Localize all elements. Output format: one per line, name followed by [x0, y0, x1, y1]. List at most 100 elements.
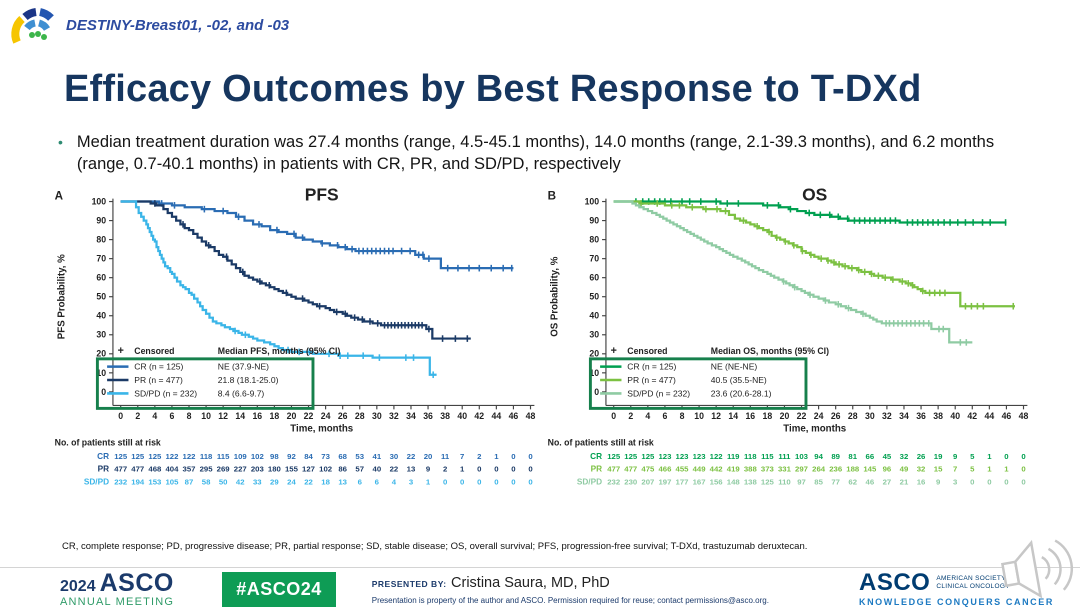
svg-text:SD/PD: SD/PD: [577, 478, 602, 487]
svg-text:20: 20: [589, 349, 599, 359]
bullet-text: Median treatment duration was 27.4 month…: [76, 133, 995, 173]
svg-text:9: 9: [426, 465, 431, 474]
svg-text:1: 1: [1004, 465, 1009, 474]
asco-tagline: KNOWLEDGE CONQUERS CANCER: [858, 597, 1054, 607]
svg-text:1: 1: [987, 452, 992, 461]
svg-text:449: 449: [693, 465, 707, 474]
svg-text:20: 20: [780, 411, 790, 421]
svg-text:PR (n = 477): PR (n = 477): [134, 375, 183, 385]
svg-text:0: 0: [477, 478, 481, 487]
svg-text:Censored: Censored: [627, 346, 667, 356]
svg-text:46: 46: [1002, 411, 1012, 421]
svg-text:24: 24: [814, 411, 824, 421]
svg-text:180: 180: [268, 465, 281, 474]
svg-text:0: 0: [594, 387, 599, 397]
svg-text:110: 110: [778, 478, 791, 487]
svg-text:227: 227: [234, 465, 247, 474]
svg-text:20: 20: [287, 411, 297, 421]
svg-text:No. of patients still at risk: No. of patients still at risk: [55, 437, 161, 447]
svg-text:10: 10: [589, 368, 599, 378]
svg-text:OS: OS: [802, 186, 827, 205]
svg-text:80: 80: [96, 235, 106, 245]
footer-divider: [0, 567, 1080, 568]
svg-text:48: 48: [1019, 411, 1029, 421]
svg-text:41: 41: [373, 452, 382, 461]
svg-text:477: 477: [114, 465, 127, 474]
svg-text:CR: CR: [97, 452, 109, 461]
svg-text:18: 18: [321, 478, 330, 487]
asco-society-lines: AMERICAN SOCIETY OF CLINICAL ONCOLOGY: [936, 574, 1018, 590]
asco-logo: ASCO AMERICAN SOCIETY OF CLINICAL ONCOLO…: [859, 571, 1054, 607]
svg-text:85: 85: [814, 478, 823, 487]
svg-text:102: 102: [319, 465, 332, 474]
svg-text:40: 40: [457, 411, 467, 421]
svg-text:CR (n = 125): CR (n = 125): [134, 362, 183, 372]
speaker-icon[interactable]: [990, 528, 1080, 608]
svg-text:1: 1: [426, 478, 431, 487]
svg-text:0: 0: [118, 411, 123, 421]
svg-text:19: 19: [934, 452, 943, 461]
svg-text:13: 13: [338, 478, 347, 487]
svg-text:+: +: [611, 345, 617, 357]
svg-text:36: 36: [423, 411, 433, 421]
svg-text:18: 18: [763, 411, 773, 421]
svg-text:1: 1: [460, 465, 465, 474]
svg-text:295: 295: [200, 465, 214, 474]
svg-text:125: 125: [624, 452, 638, 461]
svg-text:49: 49: [900, 465, 909, 474]
svg-text:18: 18: [270, 411, 280, 421]
svg-text:188: 188: [846, 465, 860, 474]
svg-text:2: 2: [477, 452, 481, 461]
svg-text:10: 10: [694, 411, 704, 421]
svg-text:6: 6: [662, 411, 667, 421]
svg-text:7: 7: [953, 465, 957, 474]
svg-text:NE (NE-NE): NE (NE-NE): [711, 362, 758, 372]
svg-text:122: 122: [710, 452, 723, 461]
abbreviations-footnote: CR, complete response; PD, progressive d…: [62, 541, 808, 552]
svg-text:0: 0: [611, 411, 616, 421]
svg-text:70: 70: [96, 254, 106, 264]
svg-text:SD/PD (n = 232): SD/PD (n = 232): [627, 388, 690, 398]
svg-text:68: 68: [338, 452, 347, 461]
svg-text:30: 30: [589, 330, 599, 340]
svg-text:122: 122: [165, 452, 178, 461]
svg-text:32: 32: [389, 411, 399, 421]
svg-text:70: 70: [589, 254, 599, 264]
svg-text:90: 90: [589, 215, 599, 225]
svg-text:97: 97: [797, 478, 806, 487]
svg-text:156: 156: [710, 478, 724, 487]
svg-text:0: 0: [528, 452, 532, 461]
svg-text:388: 388: [744, 465, 758, 474]
svg-text:125: 125: [761, 478, 775, 487]
svg-text:102: 102: [251, 452, 264, 461]
svg-text:477: 477: [131, 465, 144, 474]
svg-text:8: 8: [187, 411, 192, 421]
svg-text:21.8 (18.1-25.0): 21.8 (18.1-25.0): [218, 375, 279, 385]
svg-text:0: 0: [460, 478, 464, 487]
svg-text:92: 92: [287, 452, 296, 461]
svg-text:0: 0: [494, 478, 498, 487]
svg-text:46: 46: [509, 411, 519, 421]
svg-text:46: 46: [866, 478, 875, 487]
svg-text:0: 0: [1021, 465, 1025, 474]
svg-text:10: 10: [96, 368, 106, 378]
bullet-item: • Median treatment duration was 27.4 mon…: [58, 131, 1023, 175]
os-chart: B OS OS Probability, % 0 10 20 30 40 50 60 70 80 90 1…: [545, 186, 1032, 522]
svg-text:0: 0: [511, 478, 515, 487]
pfs-curve-cr: [120, 200, 514, 270]
svg-text:0: 0: [1004, 452, 1008, 461]
meeting-year: 2024: [60, 577, 96, 595]
svg-text:197: 197: [658, 478, 671, 487]
svg-text:16: 16: [252, 411, 262, 421]
asco-annual-meeting-logo: 2024 ASCO ANNUAL MEETING: [60, 568, 174, 608]
svg-text:1: 1: [987, 465, 992, 474]
svg-text:123: 123: [676, 452, 690, 461]
svg-text:34: 34: [899, 411, 909, 421]
svg-text:419: 419: [727, 465, 741, 474]
svg-text:24: 24: [287, 478, 296, 487]
svg-text:466: 466: [658, 465, 672, 474]
svg-text:40: 40: [589, 311, 599, 321]
svg-text:6: 6: [375, 478, 380, 487]
meeting-asco: ASCO: [99, 568, 174, 597]
